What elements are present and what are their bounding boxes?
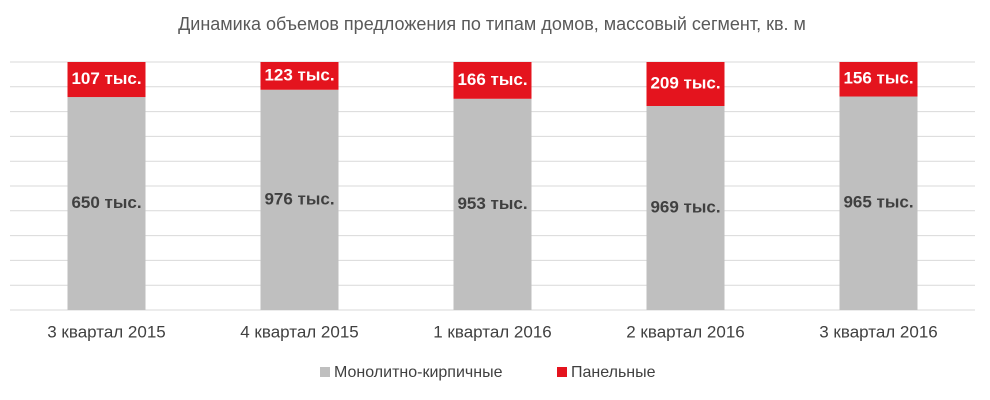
legend-swatch	[320, 367, 330, 377]
data-label: 953 тыс.	[457, 194, 527, 213]
data-label: 123 тыс.	[264, 65, 334, 84]
data-label: 107 тыс.	[71, 69, 141, 88]
x-tick-label: 1 квартал 2016	[433, 322, 552, 341]
bar-segment	[646, 62, 725, 106]
data-label: 209 тыс.	[650, 73, 720, 92]
bar-segment	[260, 89, 339, 311]
x-tick-label: 2 квартал 2016	[626, 322, 745, 341]
data-label: 166 тыс.	[457, 70, 527, 89]
data-label: 156 тыс.	[843, 69, 913, 88]
x-tick-label: 4 квартал 2015	[240, 322, 359, 341]
x-tick-label: 3 квартал 2016	[819, 322, 938, 341]
legend-swatch	[557, 367, 567, 377]
bar-segment	[67, 97, 146, 310]
data-label: 965 тыс.	[843, 193, 913, 212]
bar-segment	[453, 62, 532, 99]
bar-segment	[646, 106, 725, 310]
data-label: 976 тыс.	[264, 189, 334, 208]
bar-segment	[260, 62, 339, 90]
x-tick-label: 3 квартал 2015	[47, 322, 166, 341]
legend-label: Монолитно-кирпичные	[334, 364, 503, 381]
bar-segment	[453, 98, 532, 310]
chart-title: Динамика объемов предложения по типам до…	[178, 14, 806, 34]
data-label: 650 тыс.	[71, 193, 141, 212]
legend-label: Панельные	[571, 364, 656, 381]
data-label: 969 тыс.	[650, 197, 720, 216]
bar-segment	[839, 96, 918, 310]
bar-segment	[67, 62, 146, 98]
bar-segment	[839, 62, 918, 97]
